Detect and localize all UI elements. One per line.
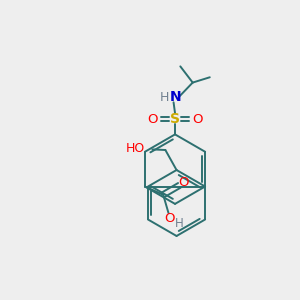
- Text: O: O: [164, 212, 175, 225]
- Text: H: H: [174, 217, 183, 230]
- Text: O: O: [178, 176, 189, 190]
- Text: N: N: [170, 90, 182, 104]
- Text: S: S: [170, 112, 180, 126]
- Text: O: O: [193, 112, 203, 126]
- Text: HO: HO: [125, 142, 145, 155]
- Text: H: H: [159, 92, 169, 104]
- Text: O: O: [147, 112, 158, 126]
